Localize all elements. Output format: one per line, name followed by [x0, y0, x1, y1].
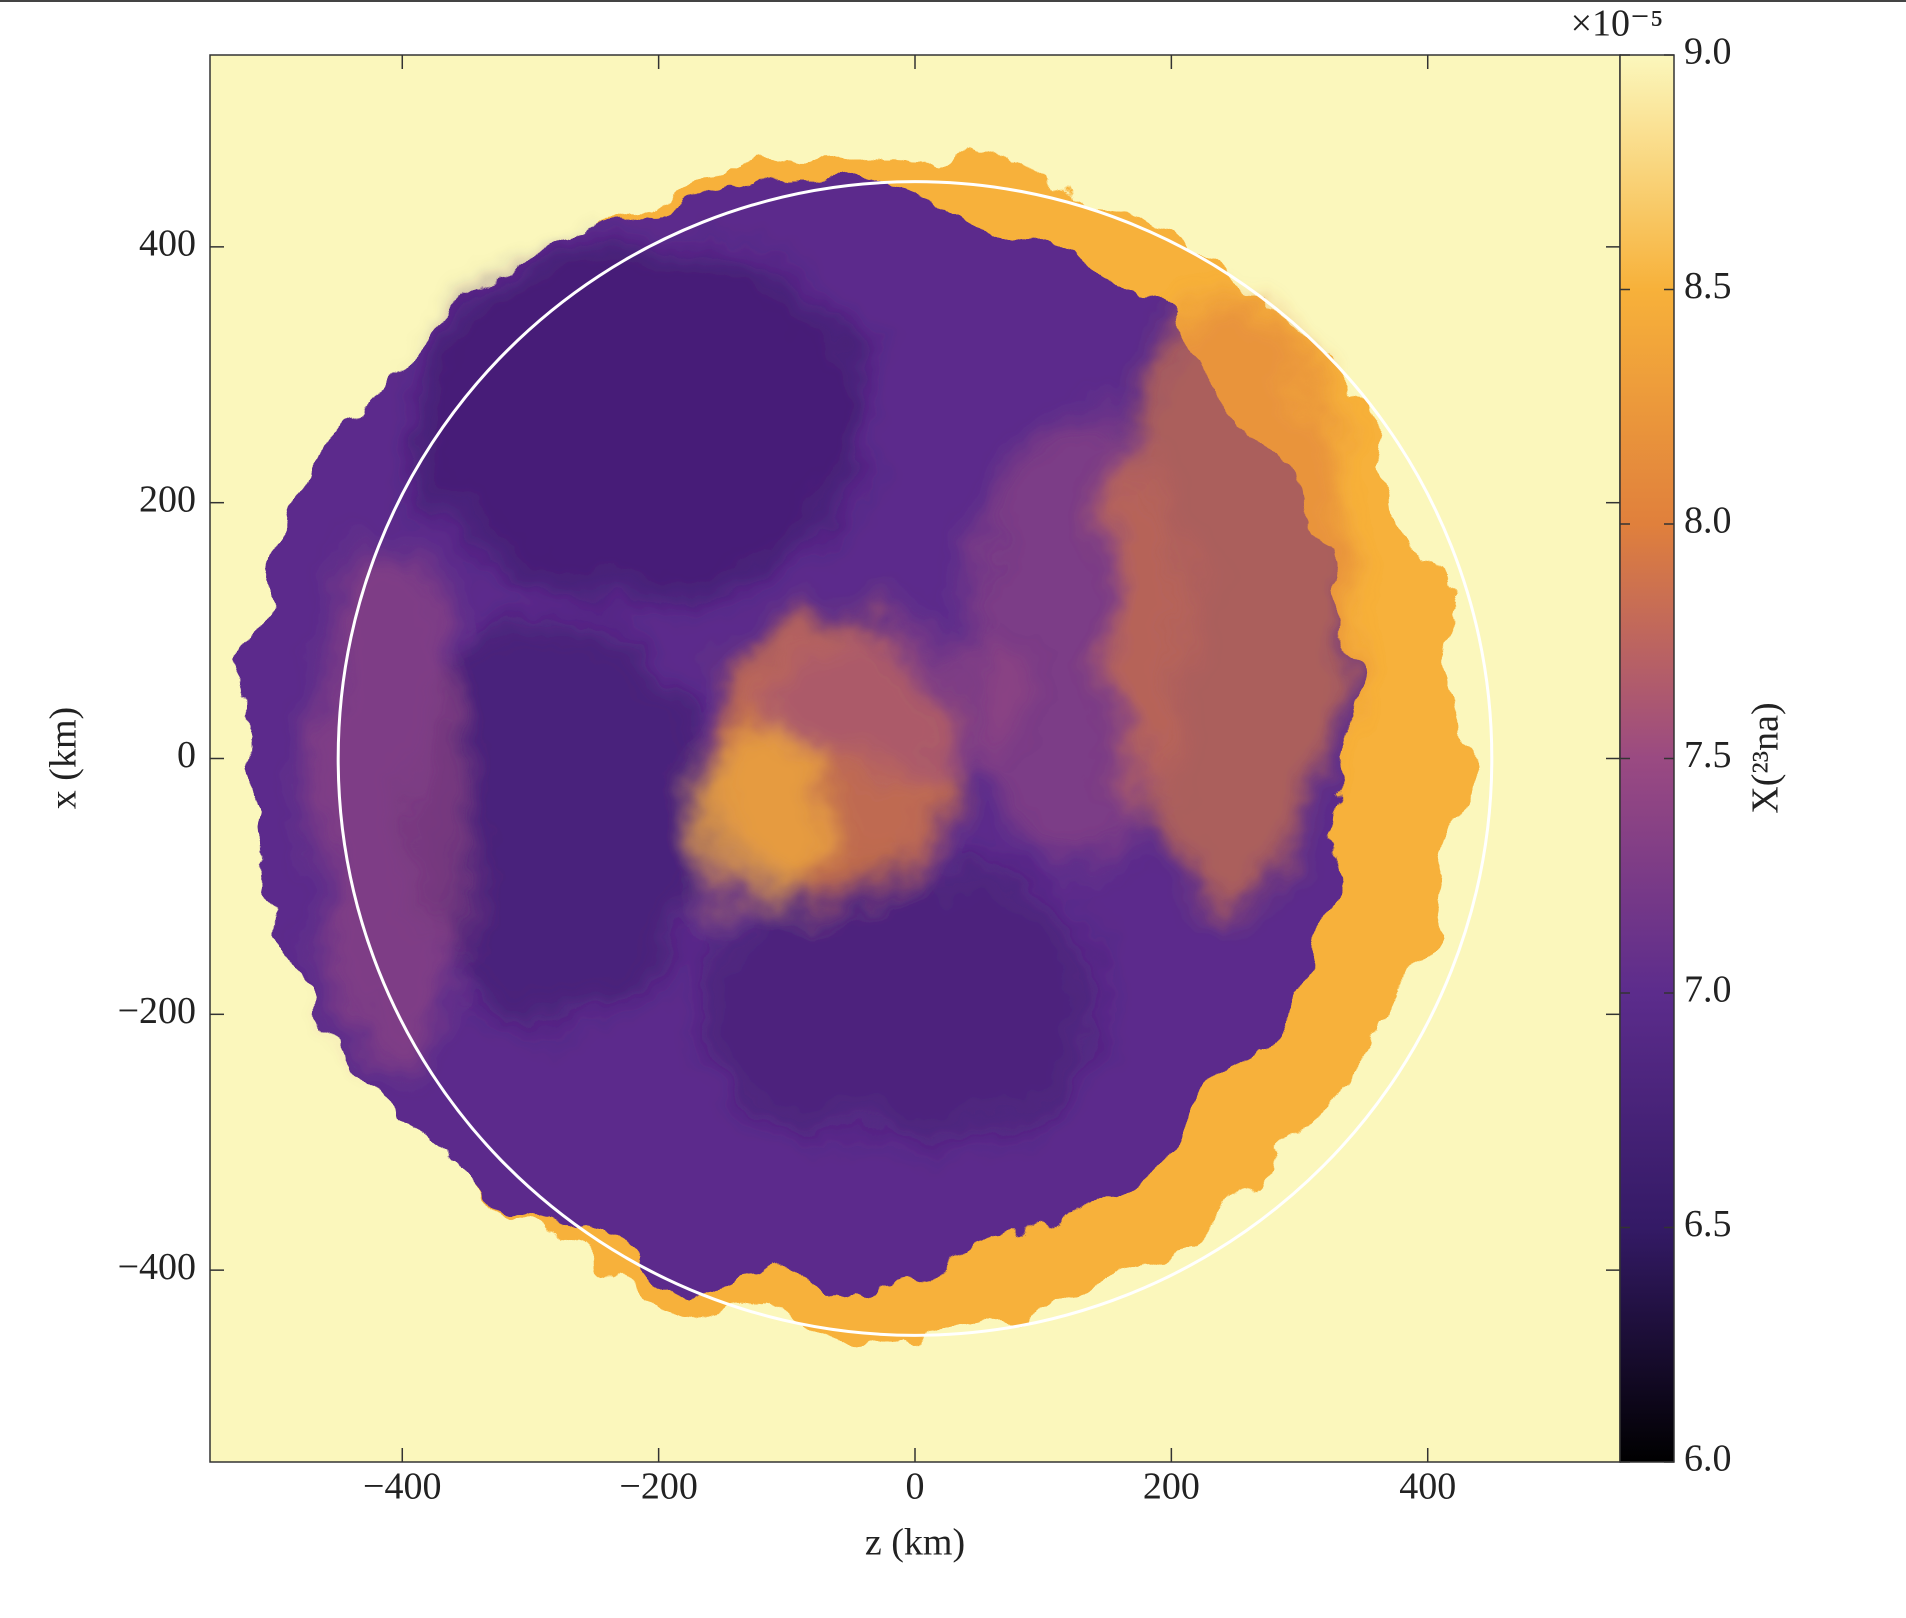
- y-tick-label: −200: [118, 990, 196, 1032]
- x-axis-label: z (km): [865, 1522, 965, 1564]
- y-tick-label: −400: [118, 1246, 196, 1288]
- heatmap: [210, 55, 1620, 1462]
- x-tick-label: 400: [1399, 1466, 1456, 1508]
- blob-patch: [700, 860, 1100, 1140]
- blob-structure: [310, 240, 1350, 1140]
- colorbar-tick-label: 6.0: [1684, 1438, 1732, 1480]
- x-tick-label: −400: [363, 1466, 441, 1508]
- heatmap-blob: [247, 154, 1459, 1334]
- y-tick-label: 0: [177, 734, 196, 776]
- colorbar-tick-label: 9.0: [1684, 31, 1732, 73]
- blob-patch: [690, 730, 830, 910]
- reference-circle: [336, 180, 1494, 1337]
- blob-patch: [410, 620, 710, 1020]
- colorbar-tick-label: 6.5: [1684, 1203, 1732, 1245]
- blob-patch: [760, 630, 1040, 770]
- x-tick-label: −200: [619, 1466, 697, 1508]
- x-tick-label: 0: [906, 1466, 925, 1508]
- axes: −400 −200 0 200 400 −400 −200 0 200 400 6.0 6.5 7.0 7…: [118, 31, 1732, 1508]
- colorbar-tick-label: 7.0: [1684, 969, 1732, 1011]
- colorbar-tick-label: 8.5: [1684, 265, 1732, 307]
- colorbar-scale-label: ×10⁻⁵: [1571, 3, 1664, 45]
- blob-patch: [310, 540, 470, 1060]
- y-axis-label: x (km): [43, 707, 85, 809]
- blob-patch: [1110, 300, 1350, 900]
- colorbar-tick-label: 8.0: [1684, 500, 1732, 542]
- y-tick-label: 200: [139, 478, 196, 520]
- colorbar-tick-label: 7.5: [1684, 734, 1732, 776]
- colorbar-label: X(²³na): [1745, 702, 1787, 813]
- blob-patch: [410, 240, 870, 600]
- x-tick-label: 200: [1143, 1466, 1200, 1508]
- y-tick-label: 400: [139, 223, 196, 265]
